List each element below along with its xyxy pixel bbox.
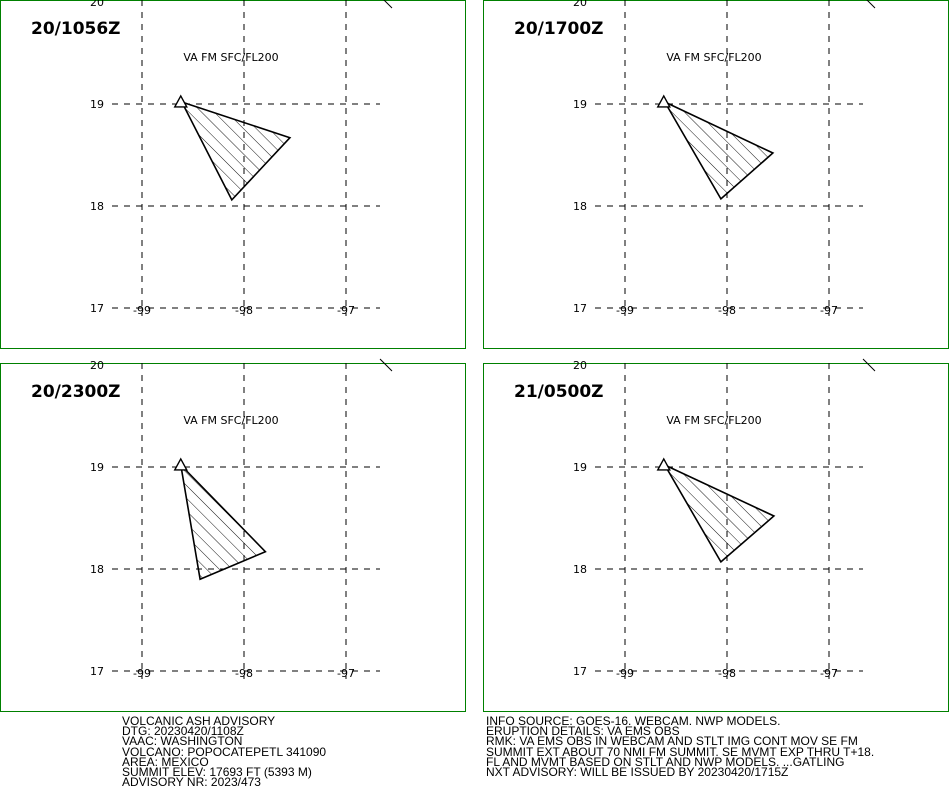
forecast-time-label: 20/2300Z: [31, 382, 121, 402]
advisory-line: ADVISORY NR: 2023/473: [122, 775, 261, 790]
lat-label: 20: [90, 359, 104, 372]
forecast-time-label: 21/0500Z: [514, 382, 604, 402]
lon-label: -98: [235, 304, 253, 317]
lon-label: -98: [718, 667, 736, 680]
lon-label: -99: [133, 667, 151, 680]
lon-label: -97: [337, 304, 355, 317]
corner-tick: [862, 358, 876, 372]
lat-label: 18: [90, 563, 104, 576]
lat-label: 19: [573, 461, 587, 474]
volcano-triangle-icon: [173, 94, 188, 108]
advisory-line: DTG: 20230420/1108Z: [122, 724, 244, 739]
advisory-line: FL AND MVMT BASED ON STLT AND NWP MODELS…: [486, 754, 845, 769]
lat-label: 17: [90, 665, 104, 678]
volcano-triangle-icon: [173, 457, 188, 471]
forecast-time-label: 20/1700Z: [514, 19, 604, 39]
lat-label: 19: [90, 98, 104, 111]
ash-level-label: VA FM SFC/FL200: [183, 51, 278, 64]
panel-frame: [483, 0, 949, 349]
lat-label: 20: [90, 0, 104, 9]
lat-label: 18: [90, 200, 104, 213]
corner-tick: [383, 0, 393, 9]
forecast-time-label: 20/1056Z: [31, 19, 121, 39]
ash-level-label: VA FM SFC/FL200: [183, 414, 278, 427]
map-panel-4: 20 19 18 17 -99 -98 -97 21/0500Z VA FM SFC/FL200: [483, 358, 949, 712]
lat-label: 20: [573, 359, 587, 372]
lat-label: 17: [573, 302, 587, 315]
advisory-line: SUMMIT ELEV: 17693 FT (5393 M): [122, 765, 312, 780]
ash-cloud-polygon: [180, 100, 292, 202]
ash-level-label: VA FM SFC/FL200: [666, 51, 761, 64]
map-panel-2: 20 19 18 17 -99 -98 -97 20/1700Z VA FM SFC/FL200: [483, 0, 949, 349]
advisory-line: SUMMIT EXT ABOUT 70 NMI FM SUMMIT. SE MV…: [486, 744, 875, 759]
ash-cloud-polygon: [662, 463, 776, 564]
corner-tick: [866, 0, 876, 9]
lat-label: 20: [573, 0, 587, 9]
advisory-line: VOLCANIC ASH ADVISORY: [122, 714, 276, 728]
lon-label: -97: [820, 667, 838, 680]
advisory-line: VAAC: WASHINGTON: [122, 734, 243, 749]
volcano-triangle-icon: [656, 94, 671, 108]
lat-label: 18: [573, 200, 587, 213]
volcano-triangle-icon: [656, 457, 671, 471]
ash-cloud-polygon: [179, 462, 267, 581]
lon-label: -98: [718, 304, 736, 317]
lat-label: 19: [90, 461, 104, 474]
advisory-line: RMK: VA EMS OBS IN WEBCAM AND STLT IMG C…: [486, 734, 858, 749]
map-panel-1: 20 19 18 17 -99 -98 -97 20/1056Z VA FM SFC/FL200: [0, 0, 466, 349]
advisory-line: ERUPTION DETAILS: VA EMS OBS: [486, 724, 680, 739]
map-panel-3: 20 19 18 17 -99 -98 -97 20/2300Z VA FM SFC/FL200: [0, 358, 466, 712]
lon-label: -98: [235, 667, 253, 680]
panel-frame: [0, 363, 466, 712]
advisory-line: VOLCANO: POPOCATEPETL 341090: [122, 744, 327, 759]
advisory-line: INFO SOURCE: GOES-16. WEBCAM. NWP MODELS…: [486, 714, 781, 728]
lat-label: 17: [573, 665, 587, 678]
lat-label: 17: [90, 302, 104, 315]
lon-label: -97: [820, 304, 838, 317]
ash-level-label: VA FM SFC/FL200: [666, 414, 761, 427]
lat-label: 18: [573, 563, 587, 576]
panel-frame: [0, 0, 466, 349]
lon-label: -99: [616, 304, 634, 317]
corner-tick: [379, 358, 393, 372]
advisory-line: AREA: MEXICO: [122, 754, 209, 769]
panel-frame: [483, 363, 949, 712]
lat-label: 19: [573, 98, 587, 111]
advisory-remarks-block: INFO SOURCE: GOES-16. WEBCAM. NWP MODELS…: [486, 714, 875, 780]
advisory-header-block: VOLCANIC ASH ADVISORY DTG: 20230420/1108Z…: [122, 714, 327, 790]
lon-label: -97: [337, 667, 355, 680]
next-advisory-line: NXT ADVISORY: WILL BE ISSUED BY 20230420…: [486, 765, 789, 780]
lon-label: -99: [616, 667, 634, 680]
ash-cloud-polygon: [662, 100, 775, 201]
lon-label: -99: [133, 304, 151, 317]
